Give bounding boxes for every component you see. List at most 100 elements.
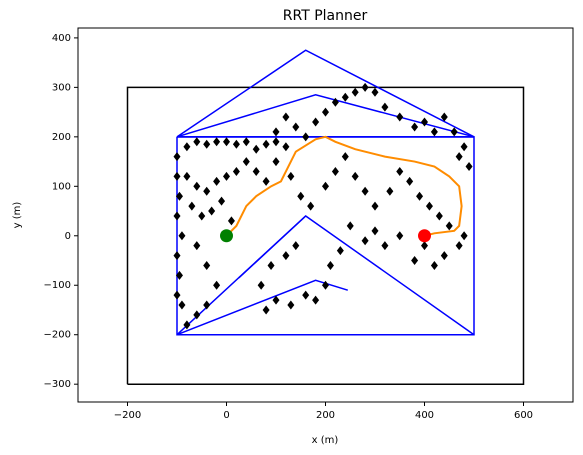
tree-node bbox=[213, 280, 221, 290]
tree-node bbox=[406, 176, 414, 186]
tree-node bbox=[460, 231, 468, 241]
tree-node bbox=[411, 122, 419, 132]
tree-node bbox=[232, 166, 240, 176]
tree-node bbox=[223, 137, 230, 147]
tree-node bbox=[272, 295, 280, 305]
tree-node bbox=[282, 251, 290, 261]
tree-node bbox=[396, 166, 404, 176]
tree-node bbox=[203, 186, 211, 196]
tree-node bbox=[465, 162, 473, 172]
tree-node bbox=[361, 236, 369, 246]
tree-node bbox=[227, 216, 235, 226]
tree-node bbox=[361, 82, 369, 92]
tree-node bbox=[252, 144, 260, 154]
tree-node bbox=[178, 300, 186, 310]
tree-node bbox=[193, 137, 201, 147]
path-line bbox=[225, 135, 463, 237]
tree-node bbox=[252, 166, 260, 176]
tree-node bbox=[175, 191, 183, 201]
tree-node bbox=[312, 295, 320, 305]
obstacle bbox=[176, 279, 348, 336]
tree-node bbox=[381, 241, 389, 251]
y-tick-label: 0 bbox=[65, 231, 71, 242]
tree-node bbox=[430, 127, 438, 137]
tree-node bbox=[208, 206, 216, 216]
tree-node bbox=[297, 191, 305, 201]
tree-node bbox=[242, 157, 250, 167]
tree-node bbox=[416, 191, 424, 201]
point bbox=[220, 229, 233, 243]
y-tick-label: 100 bbox=[52, 181, 71, 192]
tree-node bbox=[213, 176, 221, 186]
obstacle bbox=[238, 215, 307, 279]
tree-node bbox=[282, 112, 290, 122]
y-tick-label: 200 bbox=[52, 132, 71, 143]
tree-node bbox=[341, 152, 349, 162]
tree-node bbox=[193, 241, 201, 251]
tree-node bbox=[322, 181, 329, 191]
tree-node bbox=[262, 305, 270, 315]
chart-title: RRT Planner bbox=[283, 8, 368, 24]
tree-node bbox=[262, 176, 270, 186]
tree-node bbox=[396, 112, 404, 122]
obstacle bbox=[126, 86, 525, 385]
tree-node bbox=[371, 87, 379, 97]
tree-node bbox=[183, 320, 191, 330]
x-tick-label: 0 bbox=[223, 410, 229, 421]
tree-node bbox=[188, 201, 196, 211]
tree-node bbox=[450, 127, 458, 137]
tree-node bbox=[326, 260, 334, 270]
tree-node bbox=[331, 97, 339, 107]
tree-node bbox=[361, 186, 369, 196]
point bbox=[418, 229, 431, 243]
tree-node bbox=[272, 137, 280, 147]
tree-node bbox=[203, 260, 211, 270]
tree-node bbox=[223, 171, 230, 181]
tree-node bbox=[218, 196, 226, 206]
tree-node bbox=[307, 201, 315, 211]
tree-node bbox=[371, 201, 379, 211]
tree-node bbox=[203, 139, 211, 149]
tree-node bbox=[183, 171, 191, 181]
tree-node bbox=[287, 300, 295, 310]
tree-node bbox=[267, 260, 275, 270]
x-tick-label: 200 bbox=[316, 410, 335, 421]
y-tick-label: 300 bbox=[52, 82, 71, 93]
tree-node bbox=[346, 221, 354, 231]
y-tick-label: −300 bbox=[44, 379, 71, 390]
tree-node bbox=[455, 241, 463, 251]
tree-node bbox=[173, 152, 181, 162]
tree-node bbox=[282, 142, 290, 152]
tree-node bbox=[351, 171, 359, 181]
tree-node bbox=[203, 300, 211, 310]
tree-node bbox=[262, 139, 270, 149]
tree-node bbox=[371, 226, 379, 236]
tree-node bbox=[445, 221, 453, 231]
tree-node bbox=[213, 137, 221, 147]
tree-node bbox=[435, 211, 443, 221]
tree-node bbox=[396, 231, 404, 241]
tree-node bbox=[232, 139, 240, 149]
tree-node bbox=[331, 166, 339, 176]
tree-node bbox=[302, 132, 310, 142]
tree-node bbox=[272, 157, 280, 167]
tree-node bbox=[257, 280, 265, 290]
tree-node bbox=[411, 256, 419, 266]
tree-node bbox=[421, 117, 428, 127]
x-tick-label: 600 bbox=[514, 410, 533, 421]
tree-node bbox=[173, 211, 181, 221]
tree-node bbox=[351, 87, 359, 97]
tree-node bbox=[173, 171, 181, 181]
plot-frame bbox=[77, 27, 574, 403]
tree-node bbox=[173, 290, 181, 300]
tree-node bbox=[198, 211, 206, 221]
tree-node bbox=[193, 181, 201, 191]
tree-node bbox=[455, 152, 463, 162]
tree-node bbox=[386, 186, 394, 196]
tree-node bbox=[292, 122, 300, 132]
tree-node bbox=[183, 142, 191, 152]
x-tick-label: 400 bbox=[415, 410, 434, 421]
tree-node bbox=[440, 251, 448, 261]
tree-node bbox=[302, 290, 310, 300]
